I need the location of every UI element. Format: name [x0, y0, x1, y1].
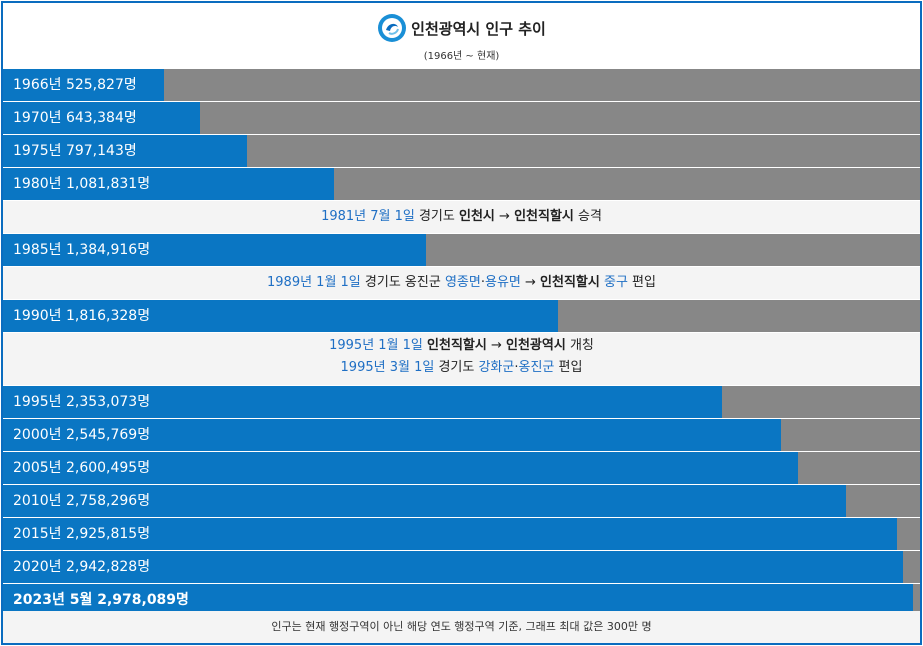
bar-fill — [3, 69, 164, 101]
bar-fill — [3, 135, 247, 167]
event-text: 경기도 옹진군 — [360, 275, 445, 290]
bar-label: 1990년 1,816,328명 — [13, 308, 151, 324]
bar-label: 2005년 2,600,495명 — [13, 460, 151, 476]
bar-label: 1995년 2,353,073명 — [13, 394, 151, 410]
event-date-link[interactable]: 1981년 7월 1일 — [321, 209, 415, 224]
event-city-new: 인천직할시 — [514, 209, 574, 224]
bar-label: 2010년 2,758,296명 — [13, 493, 151, 509]
bar-row: 1980년 1,081,831명 — [3, 168, 920, 201]
bar-label: 2015년 2,925,815명 — [13, 526, 151, 542]
bar-label: 2020년 2,942,828명 — [13, 559, 151, 575]
bar-row: 1970년 643,384명 — [3, 102, 920, 135]
event-text: 편입 — [554, 360, 583, 375]
event-city-old: 인천직할시 — [427, 338, 487, 353]
event-separator: · — [514, 360, 519, 375]
event-text: 승격 — [573, 209, 602, 224]
event-date-link[interactable]: 1989년 1월 1일 — [267, 275, 361, 290]
bar-fill — [3, 419, 781, 451]
event-city-old: 인천시 — [459, 209, 495, 224]
bar-fill — [3, 485, 846, 517]
bar-row: 1975년 797,143명 — [3, 135, 920, 168]
chart-footnote: 인구는 현재 행정구역이 아닌 해당 연도 행정구역 기준, 그래프 최대 값은… — [3, 611, 920, 643]
chart-header: 인천광역시 인구 추이 (1966년 ~ 현재) — [3, 3, 920, 69]
event-arrow: → — [494, 209, 515, 224]
place-link-ongjin[interactable]: 옹진군 — [518, 360, 555, 375]
bar-row: 2015년 2,925,815명 — [3, 518, 920, 551]
chart-subtitle: (1966년 ~ 현재) — [423, 51, 500, 62]
bar-label: 1966년 525,827명 — [13, 77, 137, 93]
bar-fill — [3, 518, 897, 550]
event-text: 경기도 — [434, 360, 479, 375]
chart-title: 인천광역시 인구 추이 — [411, 19, 546, 38]
bar-fill — [3, 452, 798, 484]
bar-label: 1980년 1,081,831명 — [13, 176, 151, 192]
event-arrow: → — [520, 275, 541, 290]
bar-label: 1975년 797,143명 — [13, 143, 137, 159]
event-text: 개칭 — [565, 338, 594, 353]
bar-row: 2005년 2,600,495명 — [3, 452, 920, 485]
place-link-ganghwa[interactable]: 강화군 — [478, 360, 515, 375]
bar-label-current: 2023년 5월 2,978,089명 — [13, 592, 189, 608]
bar-fill — [3, 386, 722, 418]
bar-fill — [3, 300, 558, 332]
place-link-junggu[interactable]: 중구 — [604, 275, 628, 290]
event-city-new: 인천광역시 — [506, 338, 566, 353]
place-link-yeongjong[interactable]: 영종면 — [444, 275, 481, 290]
bar-row: 1985년 1,384,916명 — [3, 234, 920, 267]
bar-fill — [3, 584, 913, 616]
bar-fill — [3, 234, 426, 266]
event-arrow: → — [486, 338, 507, 353]
bar-fill — [3, 168, 334, 200]
event-line-1: 1995년 1월 1일 인천직할시 → 인천광역시 개칭 — [3, 335, 920, 357]
event-note-1981: 1981년 7월 1일 경기도 인천시 → 인천직할시 승격 — [3, 201, 920, 234]
bar-row: 1990년 1,816,328명 — [3, 300, 920, 333]
bar-label: 2000년 2,545,769명 — [13, 427, 151, 443]
bar-row: 2020년 2,942,828명 — [3, 551, 920, 584]
bar-fill — [3, 102, 200, 134]
event-note-1989: 1989년 1월 1일 경기도 옹진군 영종면·용유면 → 인천직할시 중구 편… — [3, 267, 920, 300]
bar-label: 1985년 1,384,916명 — [13, 242, 151, 258]
event-line-2: 1995년 3월 1일 경기도 강화군·옹진군 편입 — [3, 357, 920, 379]
title-row: 인천광역시 인구 추이 — [3, 11, 920, 45]
event-date-link[interactable]: 1995년 3월 1일 — [340, 360, 435, 375]
incheon-logo-icon — [378, 14, 407, 42]
event-city: 인천직할시 — [540, 275, 600, 290]
bar-row: 1966년 525,827명 — [3, 69, 920, 102]
event-date-link[interactable]: 1995년 1월 1일 — [329, 338, 423, 353]
bar-row: 1995년 2,353,073명 — [3, 386, 920, 419]
event-separator: · — [480, 275, 485, 290]
bar-row: 2000년 2,545,769명 — [3, 419, 920, 452]
event-note-1995: 1995년 1월 1일 인천직할시 → 인천광역시 개칭 1995년 3월 1일… — [3, 333, 920, 386]
chart-rows: 1966년 525,827명 1970년 643,384명 1975년 797,… — [3, 69, 920, 617]
place-link-yongyu[interactable]: 용유면 — [484, 275, 521, 290]
event-text: 경기도 — [414, 209, 459, 224]
bar-label: 1970년 643,384명 — [13, 110, 137, 126]
event-text: 편입 — [627, 275, 656, 290]
bar-fill — [3, 551, 903, 583]
bar-row: 2010년 2,758,296명 — [3, 485, 920, 518]
